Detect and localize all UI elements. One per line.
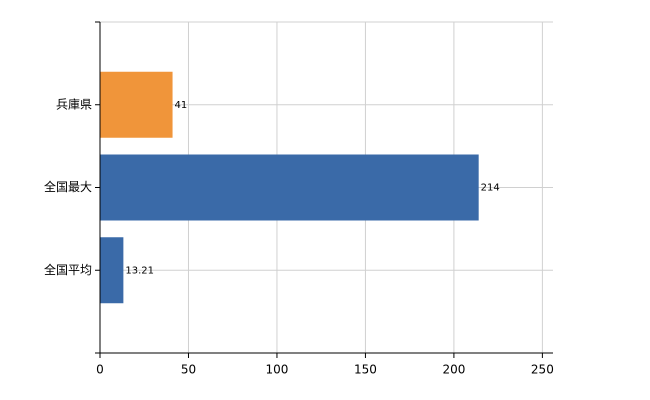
y-tick-label: 全国最大: [44, 179, 92, 194]
bar: [100, 237, 124, 304]
x-tick-label: 50: [181, 363, 196, 377]
value-label: 41: [175, 100, 188, 111]
value-label: 13.21: [125, 265, 154, 276]
bar: [100, 154, 479, 221]
bar: [100, 71, 173, 138]
value-label: 214: [481, 183, 500, 194]
y-tick-label: 兵庫県: [56, 97, 92, 111]
x-tick-label: 150: [354, 363, 377, 377]
x-tick-label: 250: [531, 363, 554, 377]
x-tick-label: 0: [96, 363, 104, 377]
x-tick-label: 100: [266, 363, 289, 377]
x-tick-label: 200: [442, 363, 465, 377]
y-tick-label: 全国平均: [44, 262, 92, 277]
